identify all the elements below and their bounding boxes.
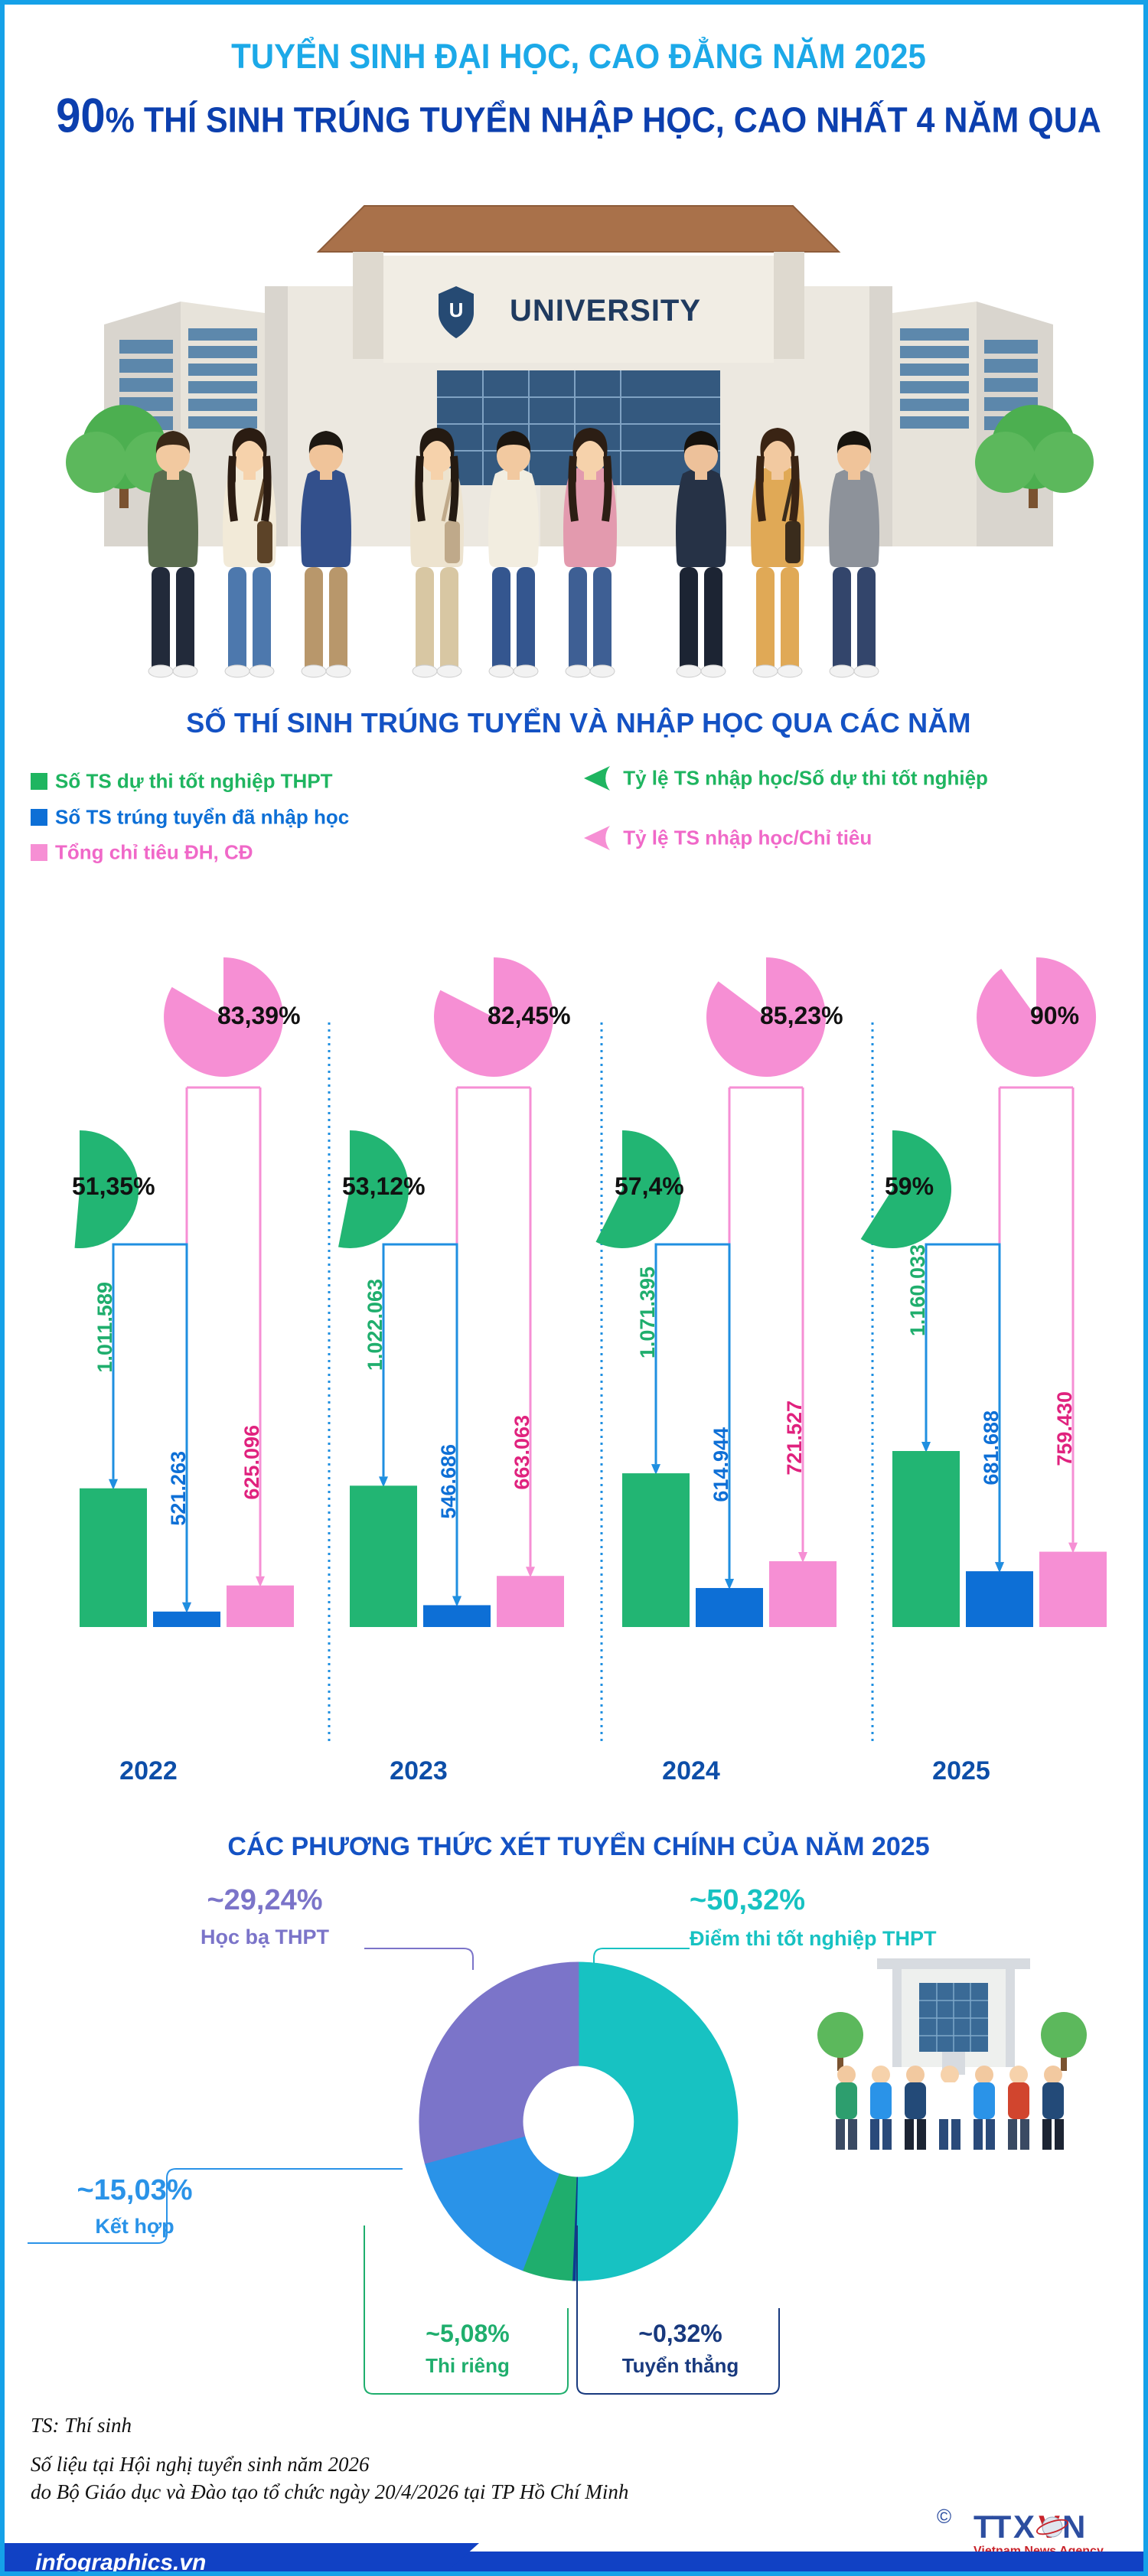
svg-text:UNIVERSITY: UNIVERSITY [510,294,701,328]
svg-text:TT: TT [974,2509,1012,2545]
svg-text:X: X [1013,2509,1035,2545]
svg-text:infographics.vn: infographics.vn [35,2550,206,2575]
svg-text:U: U [449,298,464,321]
